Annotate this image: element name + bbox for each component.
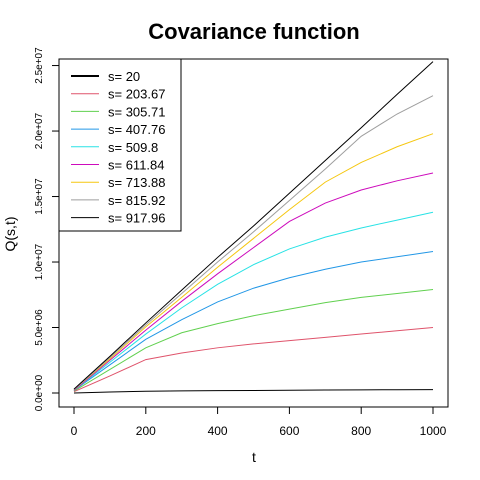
series-line-5 — [73, 211, 434, 391]
y-tick-label: 1.0e+07 — [34, 243, 45, 280]
x-axis: 0 200 400 600 800 1000 — [71, 406, 447, 438]
x-tick-label: 400 — [208, 424, 228, 438]
series-line-4 — [73, 251, 434, 391]
y-axis-label: Q(s,t) — [2, 217, 18, 252]
x-tick-label: 800 — [351, 424, 371, 438]
series-layer — [73, 61, 434, 394]
legend-label: s= 713.88 — [108, 175, 165, 190]
legend-label: s= 305.71 — [108, 104, 165, 119]
y-tick-label: 2.5e+07 — [34, 47, 45, 84]
legend-label: s= 203.67 — [108, 87, 165, 102]
series-line-2 — [73, 327, 434, 393]
series-line-9 — [73, 61, 434, 390]
series-line-6 — [73, 172, 434, 391]
x-axis-label: t — [252, 449, 256, 465]
legend-label: s= 509.8 — [108, 140, 158, 155]
legend-items: s= 20 s= 203.67 s= 305.71 s= 407.76 s= 509.8… — [71, 69, 165, 226]
legend-label: s= 815.92 — [108, 193, 165, 208]
series-line-1 — [73, 389, 434, 394]
y-tick-label: 5.0e+06 — [34, 309, 45, 346]
y-tick-label: 2.0e+07 — [34, 112, 45, 149]
series-line-8 — [73, 95, 434, 391]
legend-label: s= 407.76 — [108, 122, 165, 137]
y-axis: 0.0e+00 5.0e+06 1.0e+07 1.5e+07 2.0e+07 2.5e+… — [34, 47, 60, 411]
x-tick-label: 200 — [136, 424, 156, 438]
series-line-7 — [73, 133, 434, 391]
x-tick-label: 600 — [279, 424, 299, 438]
chart-title: Covariance function — [148, 19, 359, 44]
legend-box — [58, 58, 182, 232]
legend-label: s= 20 — [108, 69, 140, 84]
legend: s= 20 s= 203.67 s= 305.71 s= 407.76 s= 509.8… — [58, 58, 182, 232]
y-tick-label: 1.5e+07 — [34, 178, 45, 215]
legend-label: s= 611.84 — [108, 158, 165, 173]
x-tick-label: 0 — [71, 424, 78, 438]
series-line-3 — [73, 289, 434, 392]
legend-label: s= 917.96 — [108, 211, 165, 226]
x-tick-label: 1000 — [420, 424, 447, 438]
y-tick-label: 0.0e+00 — [34, 374, 45, 411]
